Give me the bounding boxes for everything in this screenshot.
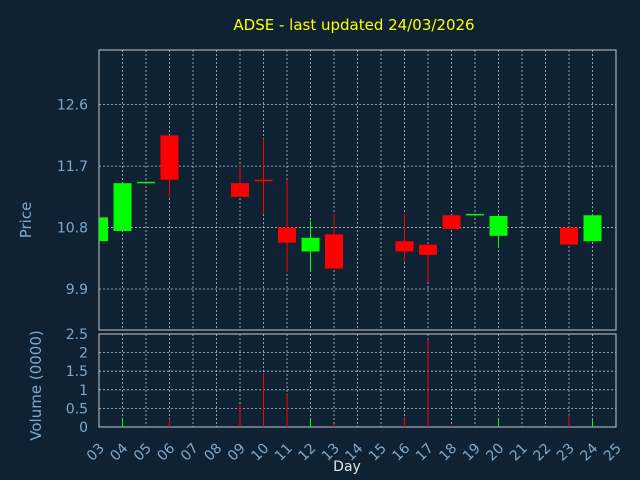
volume-bar-series — [122, 339, 593, 427]
candle-body-16 — [395, 241, 414, 252]
volume-y-tick-label: 2 — [79, 346, 88, 362]
chart-title: ADSE - last updated 24/03/2026 — [233, 16, 474, 34]
candle-body-23 — [560, 227, 578, 245]
x-tick-label: 15 — [366, 441, 390, 465]
price-panel: 9.9 10.8 11.7 12.6 Price — [17, 49, 617, 331]
candle-body-10 — [254, 179, 273, 182]
price-y-tick-label: 10.8 — [57, 221, 88, 237]
x-tick-label: 09 — [225, 441, 249, 465]
candlestick-series — [99, 135, 602, 283]
x-tick-label: 24 — [577, 440, 601, 464]
x-tick-label: 19 — [460, 441, 484, 465]
x-tick-label: 11 — [272, 441, 296, 465]
x-tick-label: 07 — [178, 441, 202, 465]
price-y-tick-label: 12.6 — [57, 98, 88, 114]
x-axis-label: Day — [333, 459, 361, 475]
volume-y-tick-label: 0 — [79, 420, 88, 436]
x-tick-label: 18 — [436, 441, 460, 465]
x-tick-label: 17 — [413, 441, 437, 465]
price-y-tick-label: 11.7 — [57, 159, 88, 175]
volume-y-tick-label: 1 — [79, 383, 88, 399]
volume-y-tick-labels: 0 0.5 1 1.5 2 2.5 — [66, 327, 88, 436]
candle-body-13 — [325, 234, 343, 269]
candle-body-24 — [583, 215, 602, 242]
candle-body-06 — [160, 135, 179, 180]
volume-gridlines — [99, 334, 616, 427]
volume-axis-label: Volume (0000) — [27, 330, 45, 440]
price-y-tick-label: 9.9 — [66, 282, 88, 298]
price-axis-label: Price — [17, 202, 35, 239]
candle-body-19 — [466, 213, 484, 216]
candle-body-17 — [419, 244, 437, 255]
candle-body-11 — [278, 227, 296, 243]
volume-panel: 0 0.5 1 1.5 2 2.5 Volume (0000) — [27, 327, 617, 441]
candle-body-20 — [489, 215, 508, 236]
x-tick-label: 16 — [389, 440, 413, 464]
x-tick-label: 04 — [107, 440, 131, 464]
x-tick-label: 25 — [601, 441, 625, 465]
x-tick-label: 21 — [507, 441, 531, 465]
price-gridlines — [99, 50, 616, 330]
x-tick-label: 05 — [131, 441, 155, 465]
volume-y-tick-label: 2.5 — [66, 327, 88, 343]
x-tick-label: 06 — [154, 440, 178, 464]
candle-body-04 — [113, 183, 132, 231]
volume-y-tick-label: 1.5 — [66, 364, 88, 380]
x-tick-label: 03 — [84, 441, 108, 465]
candle-body-03 — [99, 217, 108, 242]
volume-y-tick-label: 0.5 — [66, 401, 88, 417]
x-tick-label: 08 — [201, 441, 225, 465]
candle-body-09 — [231, 183, 249, 197]
price-y-tick-labels: 9.9 10.8 11.7 12.6 — [57, 98, 88, 298]
x-tick-label: 10 — [248, 441, 272, 465]
x-tick-label: 12 — [295, 441, 319, 465]
candle-body-12 — [301, 237, 320, 252]
candle-body-05 — [137, 181, 155, 184]
x-tick-label: 22 — [530, 441, 554, 465]
candle-body-18 — [442, 215, 461, 229]
x-tick-label: 23 — [554, 441, 578, 465]
x-tick-label: 20 — [483, 441, 507, 465]
